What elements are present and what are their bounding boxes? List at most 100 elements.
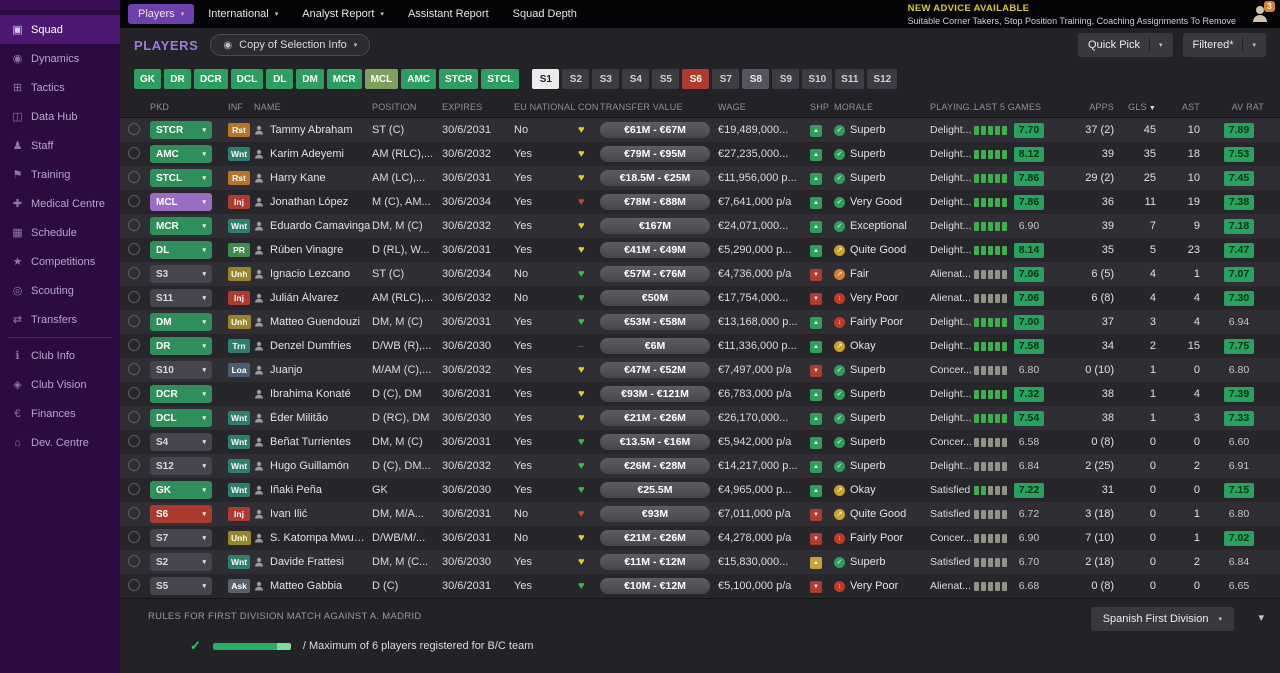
column-header-eu-national[interactable]: EU NATIONAL bbox=[514, 101, 576, 112]
player-name-cell[interactable]: Julián Álvarez bbox=[254, 292, 372, 304]
filter-dm[interactable]: DM bbox=[296, 69, 324, 89]
filter-dcr[interactable]: DCR bbox=[194, 69, 228, 89]
column-header-last-5-games[interactable]: LAST 5 GAMES bbox=[974, 101, 1042, 112]
table-row[interactable]: DR ▾ Trn Denzel Dumfries D/WB (R),... 30/… bbox=[120, 334, 1280, 358]
table-row[interactable]: S5 ▾ Ask Matteo Gabbia D (C) 30/6/2031 Ye… bbox=[120, 574, 1280, 598]
filter-stcl[interactable]: STCL bbox=[481, 69, 520, 89]
filtered-button[interactable]: Filtered* ▾ bbox=[1182, 33, 1266, 57]
sidebar-item-staff[interactable]: ♟ Staff bbox=[0, 131, 120, 160]
sidebar-item-scouting[interactable]: ◎ Scouting bbox=[0, 276, 120, 305]
filter-dcl[interactable]: DCL bbox=[230, 69, 264, 89]
pkd-button[interactable]: S2 ▾ bbox=[150, 553, 212, 571]
row-checkbox[interactable] bbox=[128, 362, 140, 375]
pkd-button[interactable]: S5 ▾ bbox=[150, 577, 212, 595]
filter-s7[interactable]: S7 bbox=[712, 69, 740, 89]
view-selector[interactable]: ◉ Copy of Selection Info ▾ bbox=[210, 34, 371, 56]
row-checkbox[interactable] bbox=[128, 410, 140, 423]
table-row[interactable]: GK ▾ Wnt Iñaki Peña GK 30/6/2030 Yes ♥ €2… bbox=[120, 478, 1280, 502]
menu-international[interactable]: International ▾ bbox=[198, 4, 288, 24]
filter-dr[interactable]: DR bbox=[164, 69, 191, 89]
table-row[interactable]: S12 ▾ Wnt Hugo Guillamón D (C), DM... 30/… bbox=[120, 454, 1280, 478]
sidebar-item-tactics[interactable]: ⊞ Tactics bbox=[0, 73, 120, 102]
row-checkbox[interactable] bbox=[128, 146, 140, 159]
filter-s11[interactable]: S11 bbox=[835, 69, 865, 89]
pkd-button[interactable]: DM ▾ bbox=[150, 313, 212, 331]
pkd-button[interactable]: MCL ▾ bbox=[150, 193, 212, 211]
player-name-cell[interactable]: Éder Militão bbox=[254, 412, 372, 424]
player-name-cell[interactable]: Rúben Vinagre bbox=[254, 244, 372, 256]
pkd-button[interactable]: S12 ▾ bbox=[150, 457, 212, 475]
column-header-name[interactable]: NAME bbox=[254, 101, 281, 112]
player-name-cell[interactable]: Davide Frattesi bbox=[254, 556, 372, 568]
pkd-button[interactable]: STCL ▾ bbox=[150, 169, 212, 187]
filter-s5[interactable]: S5 bbox=[652, 69, 680, 89]
column-header-pkd[interactable]: PKD bbox=[150, 101, 170, 112]
table-row[interactable]: MCL ▾ Inj Jonathan López M (C), AM... 30/… bbox=[120, 190, 1280, 214]
player-name-cell[interactable]: Matteo Gabbia bbox=[254, 580, 372, 592]
quick-pick-button[interactable]: Quick Pick ▾ bbox=[1078, 33, 1173, 57]
filter-mcr[interactable]: MCR bbox=[326, 69, 362, 89]
player-name-cell[interactable]: Tammy Abraham bbox=[254, 124, 372, 136]
table-row[interactable]: S10 ▾ Loa Juanjo M/AM (C),... 30/6/2032 Y… bbox=[120, 358, 1280, 382]
pkd-button[interactable]: GK ▾ bbox=[150, 481, 212, 499]
pkd-button[interactable]: S6 ▾ bbox=[150, 505, 212, 523]
row-checkbox[interactable] bbox=[128, 530, 140, 543]
menu-players[interactable]: Players ▾ bbox=[128, 4, 195, 24]
table-row[interactable]: S4 ▾ Wnt Beñat Turrientes DM, M (C) 30/6/… bbox=[120, 430, 1280, 454]
filter-s9[interactable]: S9 bbox=[772, 69, 800, 89]
player-name-cell[interactable]: Eduardo Camavinga bbox=[254, 220, 372, 232]
column-header-shp[interactable]: SHP bbox=[810, 101, 830, 112]
table-row[interactable]: DCL ▾ Wnt Éder Militão D (RC), DM 30/6/20… bbox=[120, 406, 1280, 430]
sidebar-item-squad[interactable]: ▣ Squad bbox=[0, 15, 120, 44]
player-name-cell[interactable]: Iñaki Peña bbox=[254, 484, 372, 496]
filter-s2[interactable]: S2 bbox=[562, 69, 590, 89]
table-row[interactable]: DM ▾ Unh Matteo Guendouzi DM, M (C) 30/6/… bbox=[120, 310, 1280, 334]
table-row[interactable]: STCL ▾ Rst Harry Kane AM (LC),... 30/6/20… bbox=[120, 166, 1280, 190]
sidebar-item-club-info[interactable]: ℹ Club Info bbox=[0, 341, 120, 370]
filter-mcl[interactable]: MCL bbox=[364, 69, 399, 89]
sidebar-item-transfers[interactable]: ⇄ Transfers bbox=[0, 305, 120, 334]
row-checkbox[interactable] bbox=[128, 314, 140, 327]
filter-stcr[interactable]: STCR bbox=[439, 69, 479, 89]
row-checkbox[interactable] bbox=[128, 506, 140, 519]
table-row[interactable]: MCR ▾ Wnt Eduardo Camavinga DM, M (C) 30/… bbox=[120, 214, 1280, 238]
table-row[interactable]: S6 ▾ Inj Ivan Ilić DM, M/A... 30/6/2031 N… bbox=[120, 502, 1280, 526]
player-name-cell[interactable]: Harry Kane bbox=[254, 172, 372, 184]
player-name-cell[interactable]: Beñat Turrientes bbox=[254, 436, 372, 448]
pkd-button[interactable]: S3 ▾ bbox=[150, 265, 212, 283]
row-checkbox[interactable] bbox=[128, 242, 140, 255]
sidebar-item-schedule[interactable]: ▦ Schedule bbox=[0, 218, 120, 247]
row-checkbox[interactable] bbox=[128, 194, 140, 207]
advisor-icon[interactable]: 3 bbox=[1250, 1, 1275, 24]
player-name-cell[interactable]: S. Katompa Mwumpa bbox=[254, 532, 372, 544]
player-name-cell[interactable]: Ignacio Lezcano bbox=[254, 268, 372, 280]
column-header-transfer-value[interactable]: TRANSFER VALUE bbox=[600, 101, 683, 112]
sidebar-item-dynamics[interactable]: ◉ Dynamics bbox=[0, 44, 120, 73]
row-checkbox[interactable] bbox=[128, 554, 140, 567]
sidebar-item-club-vision[interactable]: ◈ Club Vision bbox=[0, 370, 120, 399]
row-checkbox[interactable] bbox=[128, 122, 140, 135]
player-name-cell[interactable]: Ibrahima Konaté bbox=[254, 388, 372, 400]
row-checkbox[interactable] bbox=[128, 290, 140, 303]
player-name-cell[interactable]: Denzel Dumfries bbox=[254, 340, 372, 352]
pkd-button[interactable]: MCR ▾ bbox=[150, 217, 212, 235]
sidebar-item-data-hub[interactable]: ◫ Data Hub bbox=[0, 102, 120, 131]
player-name-cell[interactable]: Juanjo bbox=[254, 364, 372, 376]
column-header-ast[interactable]: AST bbox=[1181, 101, 1200, 112]
player-name-cell[interactable]: Jonathan López bbox=[254, 196, 372, 208]
pkd-button[interactable]: DCR ▾ bbox=[150, 385, 212, 403]
table-row[interactable]: DL ▾ PR Rúben Vinagre D (RL), W... 30/6/2… bbox=[120, 238, 1280, 262]
sidebar-item-dev-centre[interactable]: ⌂ Dev. Centre bbox=[0, 428, 120, 457]
sidebar-item-training[interactable]: ⚑ Training bbox=[0, 160, 120, 189]
table-row[interactable]: DCR ▾ Ibrahima Konaté D (C), DM 30/6/2031… bbox=[120, 382, 1280, 406]
pkd-button[interactable]: S10 ▾ bbox=[150, 361, 212, 379]
menu-assistant-report[interactable]: Assistant Report bbox=[398, 4, 499, 24]
division-selector[interactable]: Spanish First Division ▾ bbox=[1090, 607, 1234, 631]
sidebar-item-medical-centre[interactable]: ✚ Medical Centre bbox=[0, 189, 120, 218]
filter-gk[interactable]: GK bbox=[134, 69, 161, 89]
pkd-button[interactable]: DCL ▾ bbox=[150, 409, 212, 427]
pkd-button[interactable]: AMC ▾ bbox=[150, 145, 212, 163]
sidebar-item-competitions[interactable]: ★ Competitions bbox=[0, 247, 120, 276]
column-header-gls[interactable]: GLS ▼ bbox=[1128, 101, 1156, 112]
sidebar-item-finances[interactable]: € Finances bbox=[0, 399, 120, 428]
